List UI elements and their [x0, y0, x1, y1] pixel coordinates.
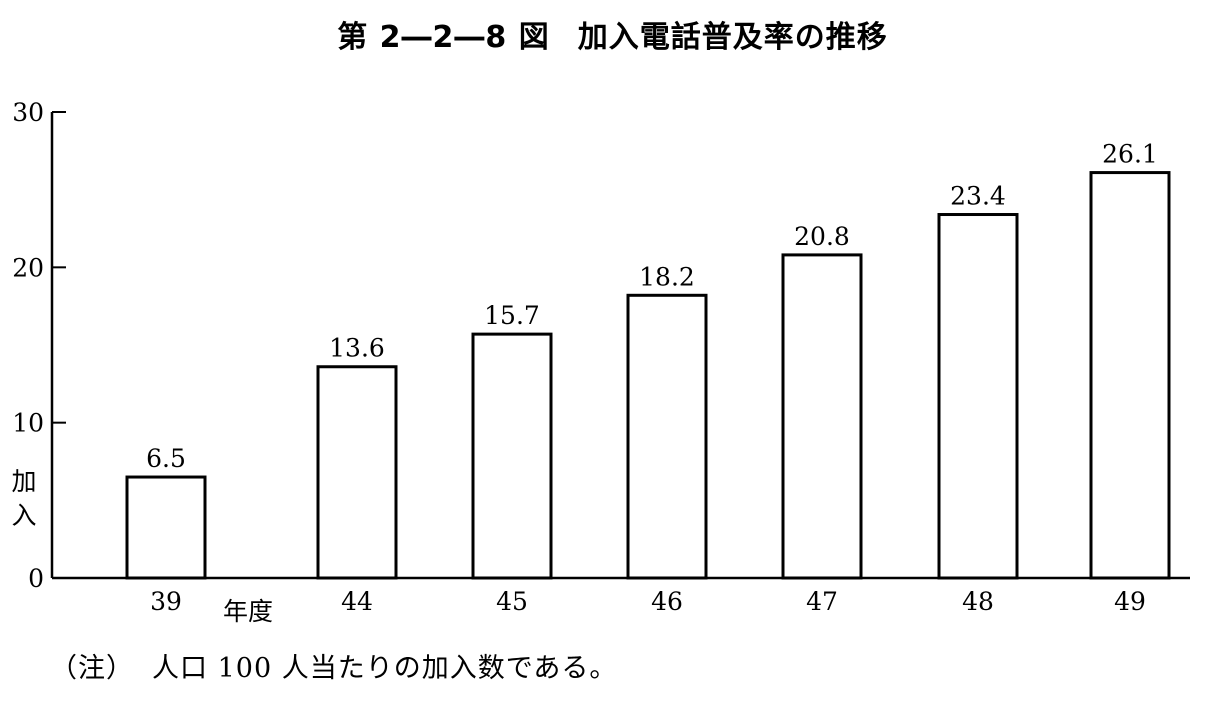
bar-value-label: 15.7: [484, 301, 540, 330]
bar: [471, 332, 553, 580]
figure-number: 第 2―2―8 図: [337, 20, 550, 55]
x-tick-label: 44: [341, 587, 373, 616]
bar-value-label: 13.6: [329, 334, 385, 363]
y-axis-label: 加入: [11, 467, 36, 530]
bar: [316, 365, 398, 580]
x-tick-label: 48: [962, 587, 994, 616]
bar: [626, 293, 708, 580]
x-tick-label: 46: [651, 587, 683, 616]
y-tick-label: 0: [28, 564, 44, 593]
y-tick-label: 30: [12, 98, 44, 127]
bar: [781, 253, 863, 580]
bar-value-label: 6.5: [146, 444, 186, 473]
bars: 6.5 13.6 15.7 18.2 20.8 23.4 26.1: [125, 140, 1171, 580]
y-tick-label: 10: [12, 409, 44, 438]
bar: [937, 213, 1019, 580]
x-tick-label: 45: [496, 587, 528, 616]
bar-value-label: 20.8: [794, 222, 850, 251]
bar: [1089, 171, 1171, 580]
x-tick-labels: 39 44 45 46 47 48 49: [150, 587, 1146, 616]
x-tick-label: 39: [150, 587, 182, 616]
bar: [125, 475, 207, 580]
axes: [50, 112, 1190, 580]
y-ticks: 0 10 20 30: [12, 98, 66, 593]
bar-value-label: 18.2: [639, 262, 695, 291]
y-tick-label: 20: [12, 253, 44, 282]
figure-title-line: 第 2―2―8 図加入電話普及率の推移: [0, 12, 1225, 56]
bar-value-label: 23.4: [950, 182, 1006, 211]
footnote-marker: （注）: [50, 653, 134, 684]
x-tick-label: 49: [1114, 587, 1146, 616]
footnote: （注） 人口 100 人当たりの加入数である。: [50, 646, 635, 685]
x-axis-label: 年度: [223, 597, 273, 626]
bar-value-label: 26.1: [1102, 140, 1158, 169]
figure-title: 加入電話普及率の推移: [577, 20, 888, 55]
x-tick-label: 47: [806, 587, 838, 616]
bar-chart: 0 10 20 30 6.5 13.6 15.7 18.2 20.8 23.4 26.1 39 44…: [11, 98, 1190, 626]
footnote-text: 人口 100 人当たりの加入数である。: [152, 653, 618, 684]
